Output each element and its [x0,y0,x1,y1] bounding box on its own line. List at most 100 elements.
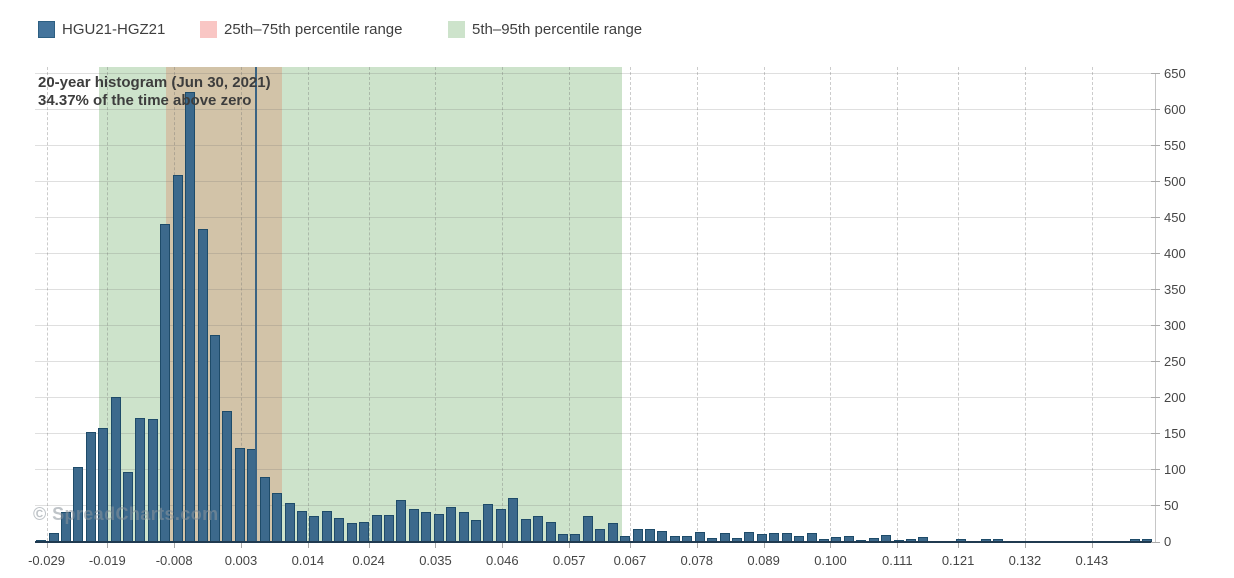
histogram-bar[interactable] [669,535,680,542]
histogram-bar[interactable] [980,539,991,542]
histogram-bar[interactable] [570,533,581,542]
histogram-bar[interactable] [595,528,606,542]
histogram-bar[interactable] [545,522,556,542]
histogram-bar[interactable] [868,537,879,542]
x-axis-tick [696,543,698,548]
x-axis-tick [569,543,571,548]
histogram-bar[interactable] [73,466,84,542]
horizontal-gridline [35,469,1155,471]
histogram-bar[interactable] [222,411,233,542]
histogram-bar[interactable] [719,532,730,542]
histogram-bar[interactable] [197,228,208,542]
histogram-bar[interactable] [582,516,593,542]
histogram-bar[interactable] [371,514,382,542]
histogram-bar[interactable] [881,535,892,542]
histogram-bar[interactable] [620,536,631,542]
x-axis-tick [46,543,48,548]
histogram-bar[interactable] [396,499,407,542]
histogram-bar[interactable] [794,536,805,542]
histogram-bar[interactable] [906,539,916,542]
histogram-bar[interactable] [408,509,419,542]
histogram-bar[interactable] [520,519,531,542]
histogram-bar[interactable] [334,517,345,542]
histogram-bar[interactable] [508,498,519,542]
histogram-bar[interactable] [657,530,668,542]
histogram-bar[interactable] [744,532,755,542]
histogram-bar[interactable] [495,509,506,542]
histogram-bar[interactable] [60,511,71,542]
histogram-bar[interactable] [645,528,656,542]
histogram-bar[interactable] [234,447,245,542]
histogram-bar[interactable] [309,516,320,542]
current-value-marker-line [255,67,258,541]
x-axis-label: 0.024 [352,553,385,568]
histogram-bar[interactable] [446,506,457,542]
histogram-bar[interactable] [1129,539,1140,542]
histogram-bar[interactable] [433,514,444,542]
histogram-bar[interactable] [384,514,395,542]
histogram-bar[interactable] [558,533,569,542]
y-axis-label: 500 [1164,173,1186,189]
histogram-bar[interactable] [123,471,134,542]
x-axis-tick [107,543,109,548]
histogram-bar[interactable] [694,532,705,542]
histogram-bar[interactable] [36,540,47,542]
histogram-bar[interactable] [48,532,59,542]
vertical-gridline [696,67,698,541]
chart-title-line2: 34.37% of the time above zero [38,91,252,109]
histogram-bar[interactable] [533,516,544,542]
x-axis-tick [830,543,832,548]
histogram-bar[interactable] [992,539,1003,542]
histogram-bar[interactable] [1142,539,1153,542]
histogram-bar[interactable] [856,540,867,542]
vertical-gridline [502,67,504,541]
histogram-bar[interactable] [147,418,158,542]
histogram-bar[interactable] [769,532,780,542]
histogram-bar[interactable] [483,504,494,542]
histogram-bar[interactable] [819,539,829,542]
histogram-bar[interactable] [756,534,767,542]
histogram-bar[interactable] [707,537,718,542]
y-axis-label: 200 [1164,389,1186,405]
histogram-bar[interactable] [210,335,221,542]
histogram-bar[interactable] [272,493,283,542]
histogram-bar[interactable] [806,532,817,542]
vertical-gridline [763,67,765,541]
histogram-bar[interactable] [607,522,618,542]
legend-p5-95-label: 5th–95th percentile range [472,20,643,38]
histogram-bar[interactable] [918,537,929,542]
legend-item-p5-95[interactable]: 5th–95th percentile range [448,20,642,38]
histogram-bar[interactable] [110,396,121,542]
histogram-bar[interactable] [284,503,295,542]
histogram-bar[interactable] [843,535,854,542]
legend-item-p25-75[interactable]: 25th–75th percentile range [200,20,402,38]
histogram-bar[interactable] [831,537,842,542]
histogram-bar[interactable] [632,528,643,542]
histogram-bar[interactable] [321,511,332,542]
x-axis-label: 0.078 [680,553,714,568]
histogram-bar[interactable] [359,522,370,542]
histogram-bar[interactable] [185,92,196,542]
y-axis-label: 350 [1164,281,1186,297]
histogram-bar[interactable] [682,535,693,542]
histogram-bar[interactable] [893,540,904,542]
histogram-bar[interactable] [297,510,308,542]
vertical-gridline [435,67,437,541]
histogram-bar[interactable] [732,537,743,542]
histogram-bar[interactable] [160,223,171,542]
histogram-bar[interactable] [98,427,109,542]
histogram-bar[interactable] [259,477,270,542]
histogram-bar[interactable] [471,519,482,542]
series-color-swatch [38,20,55,38]
histogram-bar[interactable] [955,539,966,542]
histogram-bar[interactable] [458,511,469,542]
x-axis-tick [502,543,504,548]
legend-item-series[interactable]: HGU21-HGZ21 [38,20,165,38]
histogram-bar[interactable] [781,532,792,542]
histogram-bar[interactable] [135,418,146,542]
histogram-bar[interactable] [172,174,183,542]
histogram-bar[interactable] [346,522,357,542]
histogram-bar[interactable] [421,511,432,542]
histogram-bar[interactable] [85,431,96,542]
x-axis-tick [1091,543,1093,548]
